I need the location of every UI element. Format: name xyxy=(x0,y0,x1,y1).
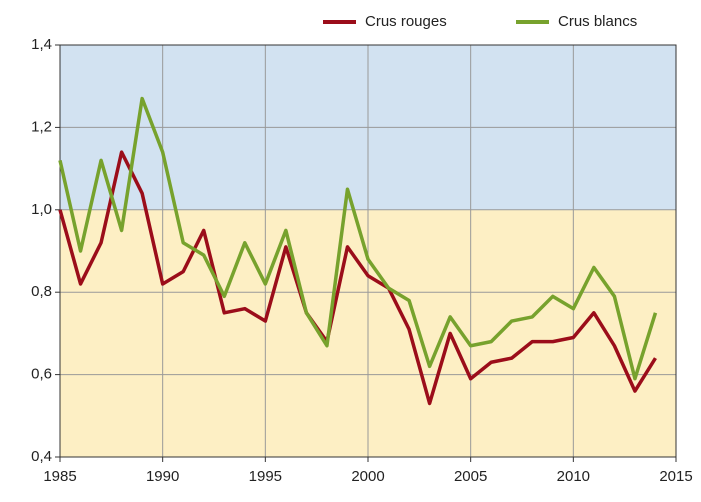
y-tick-label: 0,4 xyxy=(31,448,52,465)
x-tick-label: 1990 xyxy=(146,468,179,485)
y-tick-label: 0,8 xyxy=(31,283,52,300)
series-line xyxy=(58,150,657,406)
x-tick-label: 2005 xyxy=(454,468,487,485)
y-tick-label: 1,0 xyxy=(31,201,52,218)
y-tick-label: 0,6 xyxy=(31,366,52,383)
x-tick-label: 2000 xyxy=(351,468,384,485)
y-tick-label: 1,2 xyxy=(31,118,52,135)
x-tick-label: 1985 xyxy=(43,468,76,485)
series-line xyxy=(58,96,658,381)
x-tick-label: 2015 xyxy=(659,468,692,485)
legend-label: Crus rouges xyxy=(365,13,447,30)
legend-label: Crus blancs xyxy=(558,13,637,30)
plot-frame xyxy=(59,44,677,458)
x-tick-label: 2010 xyxy=(557,468,590,485)
x-tick-label: 1995 xyxy=(249,468,282,485)
y-tick-label: 1,4 xyxy=(31,36,52,53)
